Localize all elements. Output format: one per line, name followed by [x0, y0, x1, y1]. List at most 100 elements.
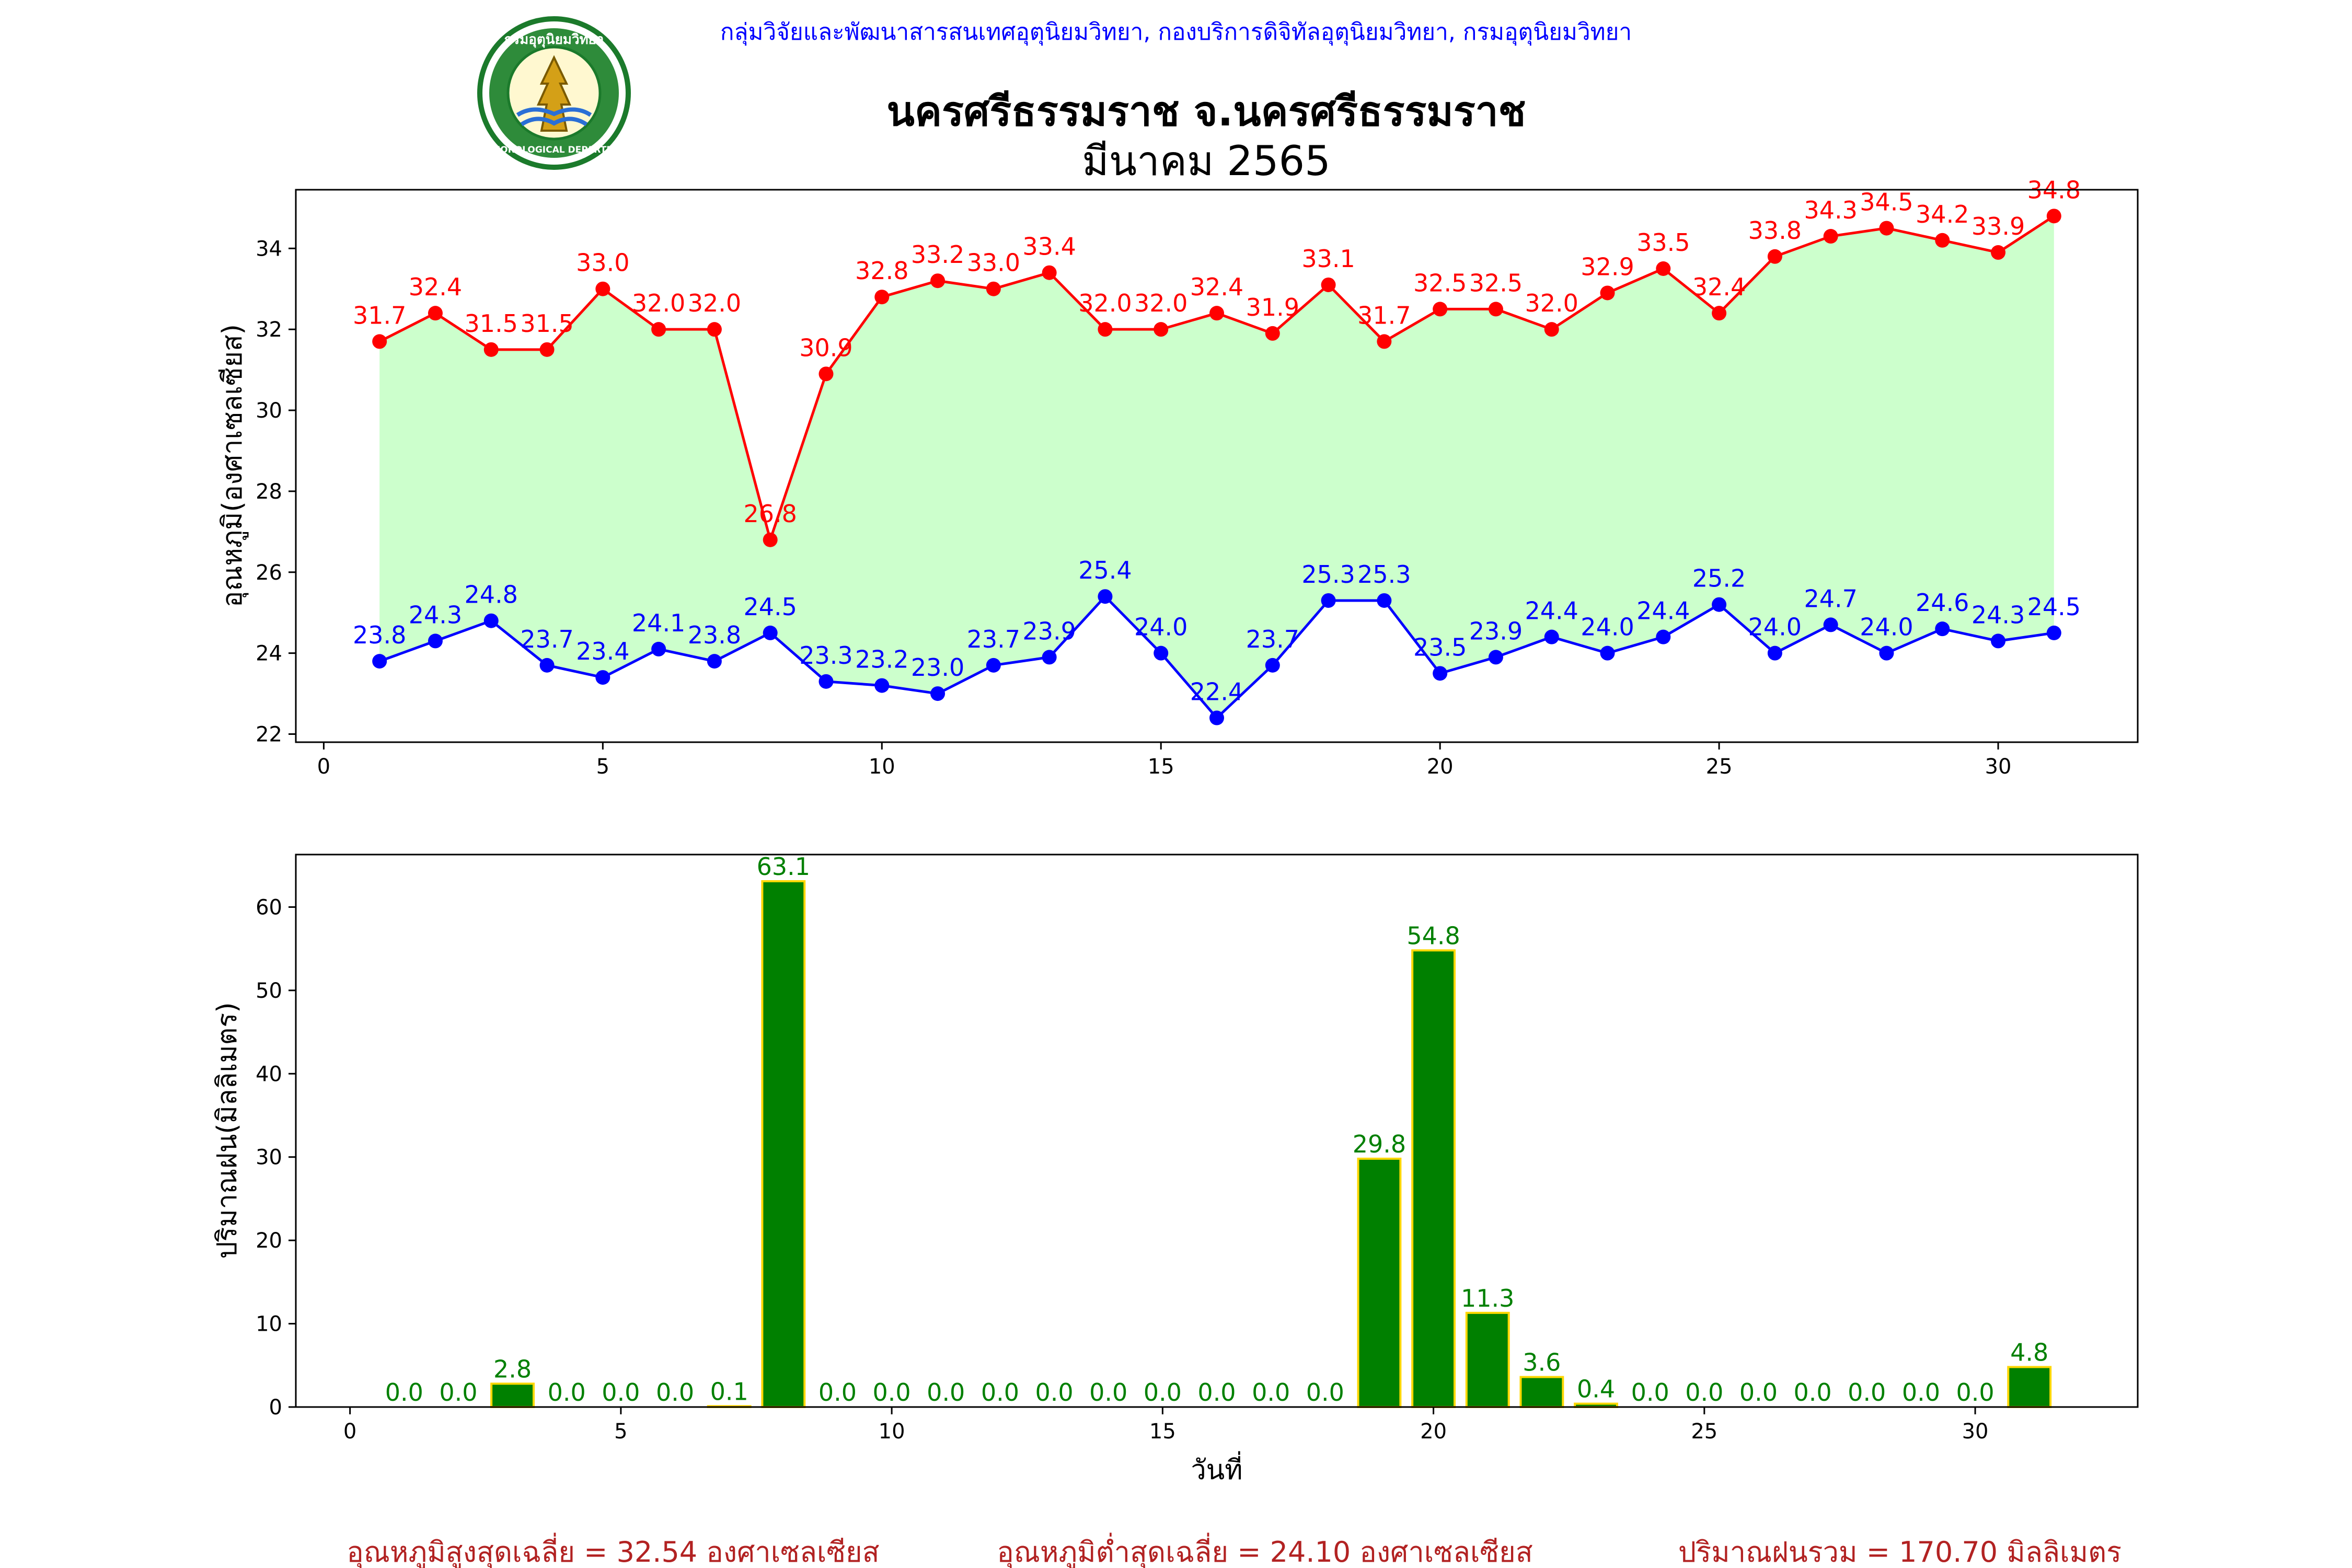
- max-temperature-point: [1098, 322, 1113, 337]
- min-temperature-label: 24.1: [632, 609, 685, 637]
- min-temperature-label: 23.8: [353, 621, 406, 649]
- min-temperature-label: 24.5: [2027, 593, 2081, 621]
- station-title: นครศรีธรรมราช จ.นครศรีธรรมราช: [887, 88, 1526, 135]
- min-temperature-label: 23.7: [1246, 625, 1299, 653]
- rainfall-x-axis: 0 5 10 15 20 25 30: [343, 1407, 1989, 1444]
- min-temperature-point: [1712, 597, 1727, 612]
- max-temperature-point: [1544, 322, 1559, 337]
- rainfall-bar: [490, 1382, 535, 1409]
- rainfall-bar: [1465, 1311, 1510, 1408]
- min-temperature-point: [2046, 625, 2061, 640]
- min-temperature-point: [1433, 666, 1448, 681]
- min-temperature-point: [372, 654, 387, 669]
- rainfall-value-label: 0.0: [1685, 1378, 1723, 1406]
- min-temperature-label: 24.7: [1804, 584, 1857, 613]
- logo-ring-top: กรมอุตุนิยมวิทยา: [504, 32, 604, 48]
- max-temperature-point: [651, 322, 666, 337]
- temperature-x-tick-label: 10: [869, 755, 895, 779]
- min-temperature-label: 23.3: [799, 641, 852, 670]
- max-temperature-label: 33.0: [576, 249, 629, 277]
- max-temperature-point: [1377, 334, 1392, 349]
- max-temperature-point: [930, 273, 946, 289]
- min-temperature-point: [1042, 650, 1057, 665]
- min-temperature-point: [874, 678, 890, 693]
- max-temperature-label: 26.8: [743, 500, 797, 528]
- max-temperature-point: [539, 342, 555, 357]
- temperature-fill-between: [379, 216, 2054, 718]
- max-temperature-point: [818, 366, 834, 382]
- rainfall-value-label: 0.0: [1197, 1378, 1236, 1406]
- min-temperature-point: [651, 641, 666, 656]
- min-temperature-point: [539, 658, 555, 673]
- temperature-y-axis: 22 24 26 28 30 32 34: [256, 237, 296, 747]
- rainfall-value-label: 0.0: [1306, 1378, 1344, 1406]
- max-temperature-label: 33.1: [1301, 245, 1355, 273]
- temperature-y-label: อุณหภูมิ(องศาเซลเซียส): [217, 324, 249, 607]
- max-temperature-label: 33.4: [1022, 233, 1076, 261]
- max-temperature-label: 33.2: [911, 240, 964, 269]
- min-temperature-point: [1321, 593, 1336, 608]
- min-temperature-label: 23.5: [1413, 633, 1467, 661]
- min-temperature-label: 24.8: [465, 581, 518, 609]
- max-temperature-point: [1209, 306, 1224, 321]
- max-temperature-point: [1265, 326, 1280, 341]
- min-temperature-point: [483, 613, 499, 628]
- rainfall-chart: 0.0 0.0 2.8 0.0 0.0 0.0 0.1 63.1 0.0 0.0 0.0 0.0 0.0…: [212, 852, 2139, 1486]
- rainfall-value-label: 0.0: [1089, 1378, 1127, 1406]
- temperature-data-labels: 31.732.431.5 31.533.032.0 32.026.830.932.8…: [353, 176, 2081, 706]
- min-temperature-point: [1488, 650, 1503, 665]
- min-temperature-point: [1154, 645, 1169, 661]
- max-temperature-label: 34.3: [1804, 196, 1857, 224]
- max-temperature-point: [986, 281, 1001, 296]
- rainfall-value-label: 2.8: [493, 1355, 532, 1383]
- min-temperature-label: 23.7: [520, 625, 573, 653]
- min-temperature-label: 23.0: [911, 653, 964, 682]
- max-temperature-label: 32.0: [688, 289, 741, 317]
- min-temperature-label: 24.0: [1134, 613, 1187, 641]
- rainfall-value-label: 0.0: [818, 1378, 857, 1406]
- rainfall-value-label: 63.1: [757, 852, 810, 881]
- rainfall-value-label: 0.0: [1848, 1378, 1886, 1406]
- max-temperature-point: [1935, 233, 1950, 248]
- max-temperature-point: [763, 532, 778, 547]
- min-temperature-label: 24.4: [1636, 597, 1690, 625]
- max-temperature-point: [372, 334, 387, 349]
- min-temperature-label: 23.2: [855, 645, 908, 674]
- temperature-x-tick-label: 30: [1985, 755, 2012, 779]
- rainfall-bar: [2007, 1366, 2052, 1408]
- max-temperature-point: [2046, 209, 2061, 224]
- rainfall-value-label: 0.0: [927, 1378, 965, 1406]
- max-temperature-label: 31.5: [465, 309, 518, 338]
- rainfall-value-label: 0.0: [1739, 1378, 1778, 1406]
- min-temperature-label: 24.6: [1916, 589, 1969, 617]
- rainfall-value-label: 0.0: [1252, 1378, 1290, 1406]
- rainfall-x-tick-label: 20: [1420, 1420, 1447, 1444]
- rainfall-y-tick-label: 20: [256, 1229, 282, 1253]
- min-temperature-point: [1991, 633, 2006, 649]
- temperature-y-tick-label: 24: [256, 642, 282, 666]
- rainfall-y-tick-label: 50: [256, 979, 282, 1003]
- temperature-y-tick-label: 34: [256, 237, 282, 261]
- rainfall-value-label: 29.8: [1353, 1130, 1406, 1158]
- rainfall-value-label: 4.8: [2010, 1338, 2048, 1366]
- rainfall-value-label: 0.0: [385, 1378, 423, 1406]
- max-temperature-point: [1767, 249, 1782, 264]
- temperature-y-tick-label: 32: [256, 318, 282, 342]
- rainfall-y-label: ปริมาณฝน(มิลลิเมตร): [212, 1002, 243, 1259]
- rainfall-value-label: 0.0: [1956, 1378, 1994, 1406]
- rainfall-bar: [1411, 949, 1456, 1408]
- max-temperature-label: 34.2: [1916, 200, 1969, 228]
- temperature-chart: 31.732.431.5 31.533.032.0 32.026.830.932.8…: [217, 176, 2139, 779]
- rainfall-y-tick-label: 0: [269, 1396, 282, 1420]
- max-temperature-label: 33.5: [1636, 228, 1690, 257]
- rainfall-y-tick-label: 10: [256, 1312, 282, 1336]
- rainfall-value-label: 0.0: [1144, 1378, 1182, 1406]
- min-temperature-label: 25.4: [1078, 556, 1132, 584]
- rainfall-value-label: 0.0: [981, 1378, 1019, 1406]
- max-temperature-label: 32.4: [409, 273, 462, 301]
- max-temperature-label: 32.0: [1525, 289, 1578, 317]
- rainfall-value-label: 0.0: [1902, 1378, 1940, 1406]
- temperature-y-tick-label: 30: [256, 399, 282, 423]
- rainfall-data-labels: 0.0 0.0 2.8 0.0 0.0 0.0 0.1 63.1 0.0 0.0 0.0 0.0 0.0…: [385, 852, 2049, 1406]
